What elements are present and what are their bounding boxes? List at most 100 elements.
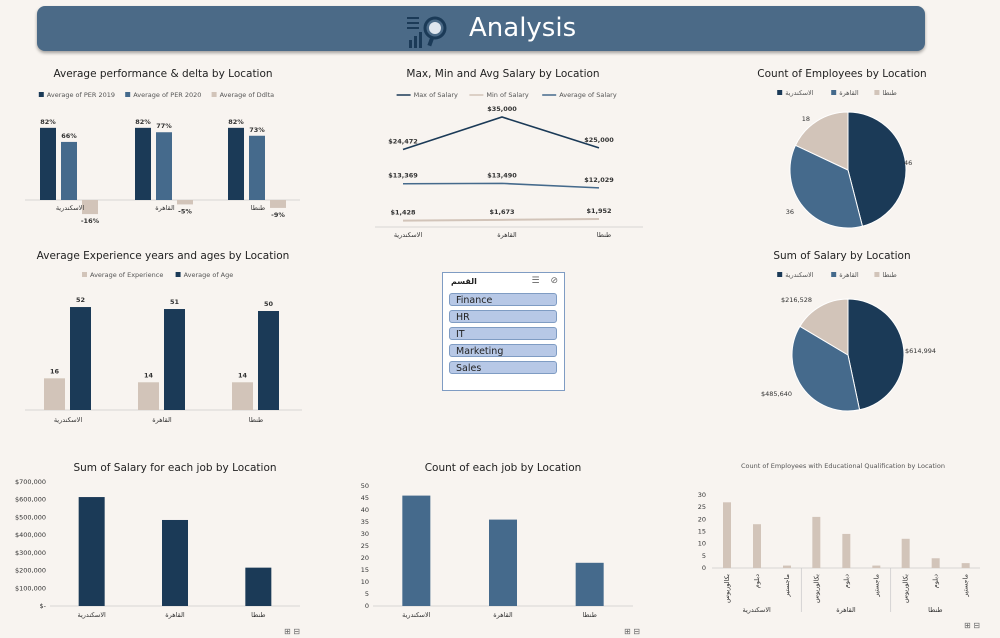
series-line [402,182,600,189]
bar [245,567,272,606]
data-label: $1,952 [586,207,611,215]
slicer-item-hr[interactable]: HR [449,310,557,323]
data-label: $25,000 [584,136,614,144]
category-label: القاهرة [155,204,175,212]
category-label: القاهرة [165,611,185,619]
bar [70,307,91,410]
y-tick-label: 10 [698,540,706,548]
bar [842,533,851,568]
data-label: 73% [249,126,265,134]
bar [162,519,188,606]
legend-swatch [175,272,181,277]
pie-slice [791,325,861,412]
subcategory-label: دبلوم [842,574,850,588]
data-label: 82% [40,118,56,126]
slicer-item-finance[interactable]: Finance [449,293,557,306]
chart-education[interactable]: Count of Employees with Educational Qual… [690,458,990,628]
bar [575,562,604,606]
category-label: طنطا [597,231,611,239]
multi-select-icon[interactable]: ☰ [531,276,540,286]
bar [177,200,193,205]
clear-filter-icon[interactable]: ⊘ [550,276,558,286]
chart-performance[interactable]: Average performance & delta by Location A… [20,64,310,234]
slicer-item-marketing[interactable]: Marketing [449,344,557,357]
data-label: 52 [76,296,85,304]
y-tick-label: $400,000 [15,531,46,539]
slicer-title: القسم [451,277,477,286]
bar [164,309,185,410]
data-label: 46 [904,159,912,167]
data-label: 50 [264,300,274,308]
bar [753,524,761,568]
data-label: 66% [61,132,77,140]
data-label: 14 [238,371,248,379]
legend-label: Average of Salary [559,91,617,99]
data-label: $614,994 [905,347,936,355]
chart-title: Sum of Salary by Location [773,250,910,262]
data-label: $1,428 [390,209,416,217]
subcategory-label: بكالوريوس [812,574,820,603]
legend-swatch [777,272,783,277]
chart-count-job[interactable]: Count of each job by Location 0 5 10 15 20 25 3… [350,458,640,628]
bar [138,382,159,410]
legend-label: Average of Age [184,271,234,279]
y-tick-label: 25 [698,503,706,511]
chart-employees-pie[interactable]: Count of Employees by Location الاسكندرية… [740,64,940,234]
pie-slice [789,144,864,229]
series-line [402,116,600,151]
y-tick-label: 45 [361,494,369,502]
zoom-controls[interactable]: ⊞ ⊟ [284,627,300,636]
category-label: القاهرة [493,611,513,619]
zoom-controls[interactable]: ⊞ ⊟ [964,621,980,630]
page-title: Analysis [469,13,577,43]
y-tick-label: 20 [698,515,706,523]
bar [135,127,151,200]
data-label: $24,472 [388,137,418,145]
bar [901,538,910,568]
slicer-item-it[interactable]: IT [449,327,557,340]
y-tick-label: 20 [361,554,369,562]
data-label: $12,029 [584,176,614,184]
data-label: 77% [156,122,172,130]
bar [489,519,517,606]
chart-title: Count of Employees with Educational Qual… [741,462,945,470]
category-label: طنطا [251,204,265,212]
y-tick-label: 15 [698,528,706,536]
y-tick-label: 50 [361,482,369,490]
pie-slice [799,298,849,356]
chart-title: Average Experience years and ages by Loc… [37,250,290,262]
category-label: الاسكندرية [77,611,106,619]
subcategory-label: بكالوريوس [902,574,910,603]
bar [61,141,77,200]
chart-salary-pie[interactable]: Sum of Salary by Location الاسكندرية القاه… [740,246,960,421]
data-label: $216,528 [781,296,812,304]
bar [44,378,65,410]
chart-salary-job[interactable]: Sum of Salary for each job by Location $-… [10,458,310,628]
zoom-controls[interactable]: ⊞ ⊟ [624,627,640,636]
y-tick-label: $300,000 [15,549,46,557]
bar [228,127,244,200]
chart-title: Count of Employees by Location [757,68,926,80]
slicer-item-sales[interactable]: Sales [449,361,557,374]
data-label: 36 [786,208,794,216]
y-tick-label: $700,000 [15,478,46,486]
chart-experience[interactable]: Average Experience years and ages by Loc… [20,246,310,431]
y-tick-label: 5 [365,590,369,598]
category-label: طنطا [251,611,265,619]
legend-swatch [831,90,837,95]
data-label: $485,640 [761,390,792,398]
group-label: الاسكندرية [742,606,771,614]
legend-label: Average of Ddlta [220,91,275,99]
y-tick-label: 15 [361,566,369,574]
bar [270,200,286,208]
y-tick-label: $500,000 [15,513,46,521]
data-label: 14 [144,371,154,379]
subcategory-label: ماجستير [962,574,970,598]
data-label: 18 [802,115,810,123]
data-label: -5% [178,207,192,215]
legend-swatch [82,272,87,277]
legend-swatch [211,92,217,97]
department-slicer[interactable]: القسم ☰ ⊘ Finance HR IT Marketing Sales [442,272,565,391]
subcategory-label: بكالوريوس [723,574,731,603]
chart-salary-line[interactable]: Max, Min and Avg Salary by Location Max o… [375,64,645,244]
